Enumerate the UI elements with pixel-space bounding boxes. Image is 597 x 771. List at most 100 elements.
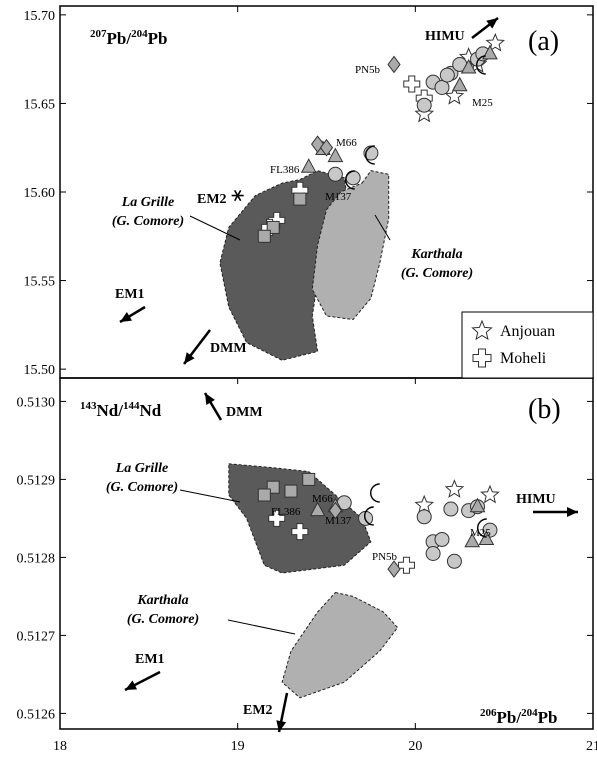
point-b-square-1 bbox=[302, 472, 316, 486]
point-a-triangle-4 bbox=[327, 147, 344, 163]
legend-star-icon bbox=[471, 319, 493, 341]
panel-b-xlabel: 206Pb/204Pb bbox=[480, 707, 557, 727]
em1-label-a: EM1 bbox=[115, 287, 145, 302]
point-a-diamond-2 bbox=[319, 138, 334, 157]
ytick-label-a-2: 15.60 bbox=[24, 186, 56, 201]
ytick-label-b-4: 0.5130 bbox=[17, 395, 56, 410]
arc-b-1 bbox=[370, 483, 380, 503]
legend-cross-icon bbox=[472, 348, 492, 368]
points-layer bbox=[119, 17, 578, 733]
xtick-label-2: 20 bbox=[408, 739, 422, 754]
fields-layer bbox=[219, 170, 399, 699]
em2-label-b: EM2 bbox=[243, 703, 273, 718]
himu-arrow-b-head bbox=[567, 507, 578, 517]
em1-label-b: EM1 bbox=[135, 652, 165, 667]
xtick-label-3: 21 bbox=[586, 739, 597, 754]
point-a-triangle-2 bbox=[451, 76, 468, 92]
pn5b-label-b: PN5b bbox=[372, 551, 398, 563]
legend-anjouan: Anjouan bbox=[500, 323, 555, 340]
karthala-label-b: Karthala bbox=[136, 593, 188, 608]
point-a-star-3 bbox=[414, 103, 435, 123]
point-a-circle-1 bbox=[416, 97, 432, 113]
xtick-label-0: 18 bbox=[53, 739, 67, 754]
point-b-square-2 bbox=[257, 488, 271, 502]
la-grille-sub-a: (G. Comore) bbox=[112, 214, 184, 229]
point-a-circle-8 bbox=[327, 166, 343, 182]
point-b-square-3 bbox=[284, 484, 298, 498]
point-a-square-2 bbox=[257, 229, 271, 243]
ytick-label-b-3: 0.5129 bbox=[17, 473, 56, 488]
ytick-label-b-1: 0.5127 bbox=[17, 629, 56, 644]
field-a-1 bbox=[311, 170, 390, 321]
point-b-triangle-3 bbox=[309, 501, 326, 517]
karthala-sub-a: (G. Comore) bbox=[401, 266, 473, 281]
arc-a-3 bbox=[476, 55, 486, 75]
panel-b-ylabel: 143Nd/144Nd bbox=[80, 400, 162, 420]
em2-label-a: EM2 bbox=[197, 192, 227, 207]
ytick-label-a-4: 15.70 bbox=[24, 9, 56, 24]
karthala-label-a: Karthala bbox=[410, 247, 462, 262]
m25-label-b: M25 bbox=[470, 527, 491, 539]
karthala-sub-b: (G. Comore) bbox=[127, 612, 199, 627]
legend-cross-shape bbox=[472, 348, 492, 368]
point-a-circle-2 bbox=[434, 79, 450, 95]
karthala-pointer-b bbox=[227, 619, 296, 635]
point-b-star-1 bbox=[444, 479, 465, 498]
point-b-circle-8 bbox=[446, 553, 462, 569]
point-a-star-4 bbox=[444, 85, 465, 105]
point-b-star-0 bbox=[414, 494, 435, 514]
himu-arrow-a-head bbox=[486, 18, 498, 29]
point-b-cross-1 bbox=[291, 523, 309, 541]
point-a-circle-7 bbox=[439, 67, 455, 83]
em2-asterisk-2 bbox=[233, 189, 242, 202]
legend-moheli: Moheli bbox=[500, 350, 547, 367]
point-b-circle-2 bbox=[434, 531, 450, 547]
dmm-arrow-b-head bbox=[205, 393, 215, 406]
m137-label-b: M137 bbox=[325, 515, 352, 527]
la-grille-label-a: La Grille bbox=[121, 195, 175, 210]
panel-a-label: (a) bbox=[528, 26, 559, 57]
em1-arrow-a-head bbox=[120, 312, 133, 322]
point-b-circle-7 bbox=[425, 546, 441, 561]
em1-arrow-b-head bbox=[125, 680, 138, 690]
point-b-cross-2 bbox=[397, 556, 415, 574]
legend: Anjouan Moheli bbox=[461, 311, 594, 379]
himu-label-b: HIMU bbox=[516, 492, 556, 507]
fl386-label-a: FL386 bbox=[270, 164, 300, 176]
point-b-star-2 bbox=[480, 484, 500, 504]
field-a-0 bbox=[219, 170, 349, 361]
m25-label-a: M25 bbox=[472, 97, 493, 109]
arc-a-1 bbox=[365, 145, 375, 165]
point-a-square-0 bbox=[293, 192, 307, 206]
point-a-triangle-5 bbox=[300, 158, 317, 173]
point-b-triangle-1 bbox=[464, 532, 481, 548]
himu-label-a: HIMU bbox=[425, 29, 465, 44]
ytick-label-a-1: 15.55 bbox=[24, 275, 56, 290]
point-a-cross-0 bbox=[403, 75, 421, 93]
point-b-cross-0 bbox=[268, 509, 286, 527]
point-a-triangle-0 bbox=[482, 44, 498, 60]
em2-arrow-b-head bbox=[276, 720, 287, 732]
la-grille-sub-b: (G. Comore) bbox=[106, 480, 178, 495]
field-b-1 bbox=[281, 591, 399, 699]
point-b-triangle-2 bbox=[478, 530, 495, 545]
ytick-label-a-3: 15.65 bbox=[24, 97, 56, 112]
ticks-layer: 15.50 15.55 15.60 15.65 15.70 0.5126 0.5127 0.5… bbox=[17, 6, 597, 754]
point-b-diamond-1 bbox=[328, 501, 343, 520]
panel-b-label: (b) bbox=[528, 394, 561, 425]
m66-label-a: M66 bbox=[336, 137, 357, 149]
m66-label-b: M66 bbox=[312, 493, 333, 505]
point-a-cross-3 bbox=[268, 211, 286, 229]
panel-a-ylabel: 207Pb/204Pb bbox=[90, 28, 167, 48]
arc-a-2 bbox=[345, 170, 355, 190]
panel-b-frame bbox=[59, 377, 594, 730]
point-a-triangle-1 bbox=[460, 58, 477, 74]
point-b-triangle-0 bbox=[469, 497, 486, 513]
arc-b-2 bbox=[364, 506, 374, 526]
xtick-label-1: 19 bbox=[231, 739, 245, 754]
arc-b-3 bbox=[477, 518, 487, 538]
point-a-star-0 bbox=[485, 32, 506, 52]
point-b-diamond-0 bbox=[387, 560, 401, 578]
pn5b-label-a: PN5b bbox=[355, 64, 381, 76]
